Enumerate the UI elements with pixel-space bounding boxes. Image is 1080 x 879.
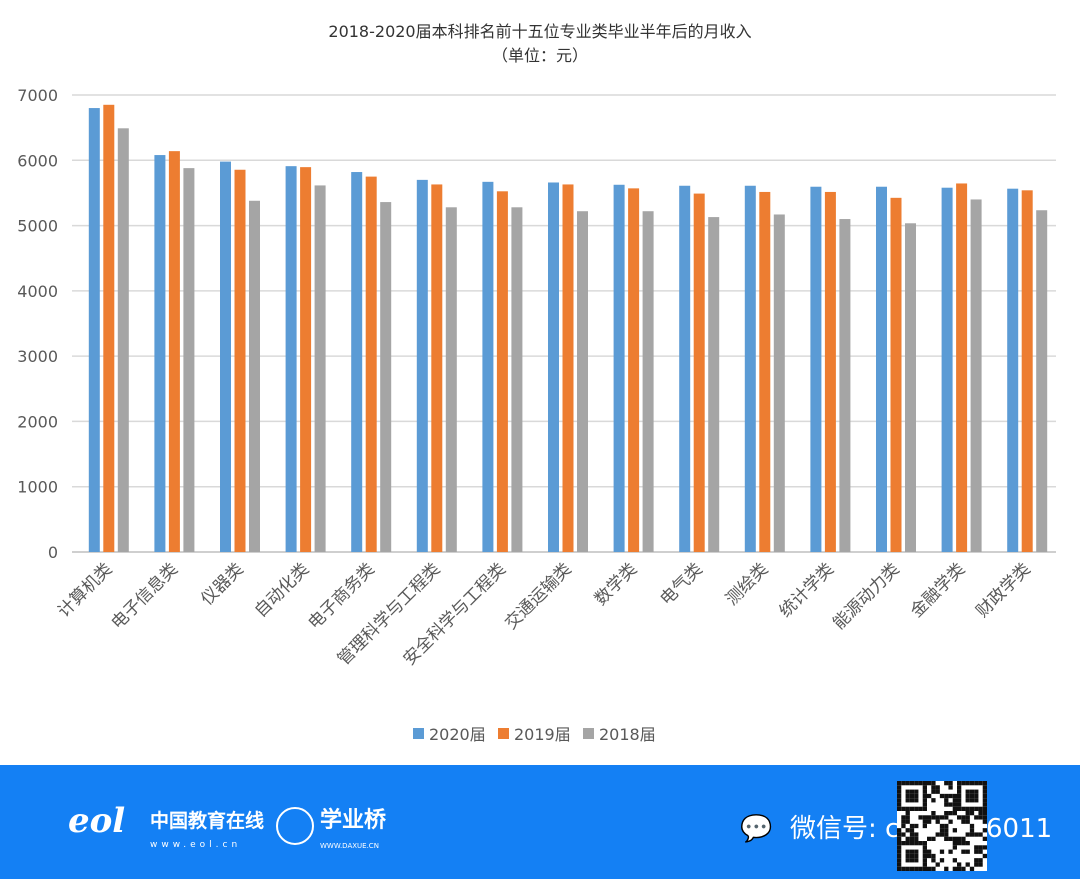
bar xyxy=(708,217,720,552)
bar xyxy=(679,185,691,553)
bar xyxy=(380,202,392,552)
bar xyxy=(220,161,231,552)
eol-name: 中国教育在线 xyxy=(150,810,265,832)
y-tick-label: 0 xyxy=(48,543,58,562)
y-tick-label: 7000 xyxy=(17,86,58,105)
bar xyxy=(314,185,326,552)
bar xyxy=(613,184,625,552)
bar xyxy=(693,193,705,552)
bar xyxy=(876,186,887,552)
x-tick-label: 金融学类 xyxy=(907,559,969,621)
x-tick-label: 测绘类 xyxy=(722,559,772,609)
x-tick-label: 统计学类 xyxy=(776,559,838,621)
x-tick-label: 能源动力类 xyxy=(829,559,903,633)
bar xyxy=(511,207,523,552)
legend-swatch xyxy=(498,728,509,739)
bar xyxy=(168,151,180,552)
x-tick-label: 财政学类 xyxy=(973,559,1035,621)
chart-title: 2018-2020届本科排名前十五位专业类毕业半年后的月收入 xyxy=(328,22,751,41)
bar xyxy=(1036,210,1048,552)
bar xyxy=(431,184,443,553)
qr-code-icon xyxy=(897,781,987,871)
legend-label: 2020届 xyxy=(429,725,486,744)
y-tick-label: 3000 xyxy=(17,347,58,366)
bar-chart: 2018-2020届本科排名前十五位专业类毕业半年后的月收入 （单位：元） 0 1… xyxy=(17,22,1056,744)
y-tick-label: 4000 xyxy=(17,282,58,301)
x-tick-label: 自动化类 xyxy=(251,559,313,621)
bar xyxy=(249,200,260,552)
legend-swatch xyxy=(583,728,594,739)
y-tick-label: 6000 xyxy=(17,151,58,170)
bar xyxy=(103,104,115,553)
bar xyxy=(628,188,640,552)
xueyeqiao-url: WWW.DAXUE.CN xyxy=(320,842,379,850)
xueyeqiao-name: 学业桥 xyxy=(320,808,387,833)
legend-label: 2018届 xyxy=(599,725,656,744)
eol-url: www.eol.cn xyxy=(150,840,242,850)
bar xyxy=(562,184,574,553)
bar xyxy=(810,186,822,552)
chart-subtitle: （单位：元） xyxy=(492,46,588,65)
bar xyxy=(285,166,297,552)
bar xyxy=(496,191,508,552)
bar xyxy=(824,191,836,552)
bar xyxy=(905,223,916,552)
footer-banner: eol 中国教育在线 www.eol.cn 学业桥 WWW.DAXUE.CN 💬… xyxy=(0,765,1080,879)
bar xyxy=(183,168,195,552)
bar xyxy=(300,167,312,552)
bar xyxy=(956,183,968,552)
bar xyxy=(744,185,756,553)
bar xyxy=(154,155,166,552)
bar xyxy=(1007,188,1019,552)
eol-logo: eol xyxy=(68,801,126,841)
bar xyxy=(445,207,457,552)
bar xyxy=(117,128,129,552)
bar xyxy=(642,211,654,553)
legend-swatch xyxy=(413,728,424,739)
bar xyxy=(1021,190,1033,552)
bar xyxy=(941,187,953,552)
bar xyxy=(351,172,363,552)
y-tick-label: 1000 xyxy=(17,478,58,497)
bar xyxy=(890,197,902,552)
bar xyxy=(548,182,559,553)
x-tick-label: 计算机类 xyxy=(54,559,116,621)
bar xyxy=(970,199,982,552)
legend-label: 2019届 xyxy=(514,725,571,744)
x-tick-label: 仪器类 xyxy=(197,559,247,609)
y-tick-label: 2000 xyxy=(17,412,58,431)
bar xyxy=(416,179,428,552)
bar xyxy=(759,191,771,552)
x-tick-label: 电气类 xyxy=(657,559,707,609)
bar xyxy=(234,169,246,552)
xueyeqiao-logo-icon xyxy=(276,807,314,845)
bar xyxy=(577,211,588,553)
bar xyxy=(839,219,851,553)
bar xyxy=(773,214,785,553)
x-tick-label: 数学类 xyxy=(591,559,641,609)
x-tick-label: 交通运输类 xyxy=(501,559,575,633)
bar xyxy=(365,176,377,552)
x-tick-label: 电子信息类 xyxy=(108,559,182,633)
bar xyxy=(88,108,100,553)
wechat-icon: 💬 xyxy=(740,814,773,844)
bar xyxy=(482,181,494,552)
y-tick-label: 5000 xyxy=(17,217,58,236)
